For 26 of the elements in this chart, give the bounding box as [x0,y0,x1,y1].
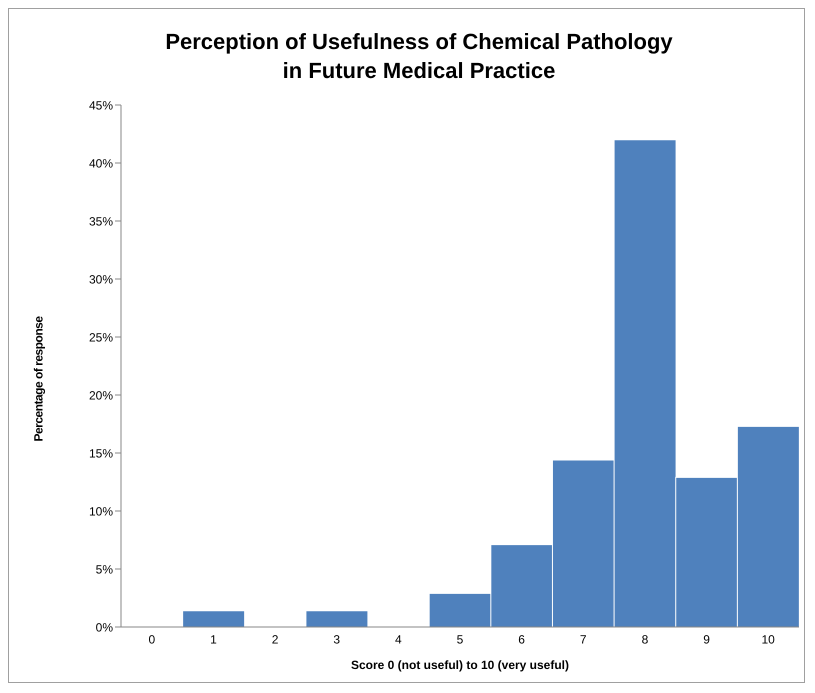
y-tick-label: 40% [88,156,114,170]
y-tick-label: 5% [96,562,114,576]
y-tick-label: 35% [88,214,114,228]
y-tick-label: 30% [88,272,114,286]
x-tick-label: 8 [642,632,649,647]
x-tick-label: 0 [148,632,156,647]
x-tick-label: 1 [210,632,218,647]
x-tick-label: 10 [762,632,776,647]
x-axis-title: Score 0 (not useful) to 10 (very useful) [350,658,570,672]
x-tick-label: 5 [456,632,464,647]
x-tick-label: 6 [518,632,526,647]
x-tick-label: 7 [580,632,587,647]
y-tick-label: 15% [88,446,114,460]
y-tick-label: 10% [88,504,114,518]
chart-title: Perception of Usefulness of Chemical Pathology in Future Medical Practice [164,28,674,85]
y-tick-label: 20% [88,388,114,402]
x-tick-label: 9 [703,632,710,647]
bar [305,610,368,627]
bar [182,610,246,627]
x-tick-label: 4 [395,632,402,647]
y-tick-label: 25% [88,330,114,344]
x-tick-label: 3 [333,632,340,647]
y-tick-label: 45% [88,98,114,112]
x-tick-label: 2 [272,632,279,647]
y-axis-title: Percentage of response [32,316,46,442]
y-tick-label: 0% [96,620,114,634]
